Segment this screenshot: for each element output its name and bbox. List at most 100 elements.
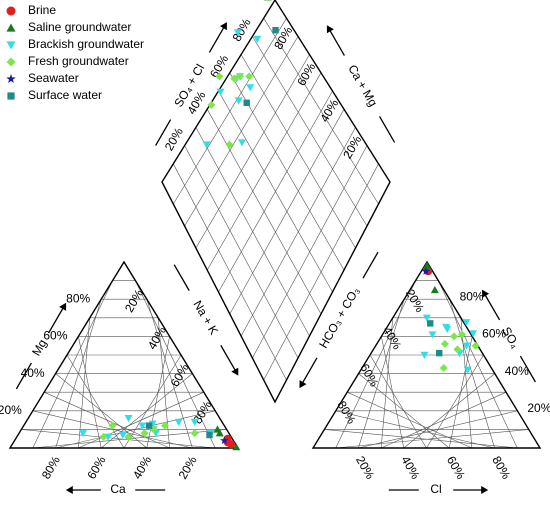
cl-tick-label: 40% xyxy=(398,454,422,482)
point-surface-water-anion xyxy=(436,349,443,357)
point-brackish-groundwater-cation xyxy=(78,429,87,438)
legend-marker-brackish-groundwater xyxy=(6,41,16,50)
point-brackish-groundwater-anion xyxy=(428,331,437,339)
mg-tick-label: 40% xyxy=(21,366,45,380)
point-fresh-groundwater-cation xyxy=(108,421,117,430)
point-fresh-groundwater-diamond xyxy=(215,72,224,81)
legend-label-brackish-groundwater: Brackish groundwater xyxy=(28,37,144,51)
ca-tick-label: 80% xyxy=(39,453,63,481)
point-brackish-groundwater-cation xyxy=(118,431,127,439)
cl-axis-title-arrow xyxy=(481,486,489,494)
legend-label-seawater: Seawater xyxy=(28,71,79,85)
grid-line xyxy=(358,373,450,449)
point-fresh-groundwater-diamond xyxy=(245,72,254,81)
series-fresh-groundwater xyxy=(99,72,480,441)
hco3-tick-label: 80% xyxy=(334,398,358,426)
grid-line xyxy=(218,90,333,293)
so4-tick-label: 60% xyxy=(482,327,506,341)
ca-axis-title: Ca xyxy=(65,482,166,496)
point-fresh-groundwater-anion xyxy=(471,341,480,350)
point-fresh-groundwater-cation xyxy=(140,429,149,438)
point-fresh-groundwater-anion xyxy=(453,345,462,354)
point-fresh-groundwater-diamond xyxy=(225,140,234,149)
point-brackish-groundwater-diamond xyxy=(216,88,225,96)
point-brackish-groundwater-cation xyxy=(148,420,157,428)
grid-line xyxy=(55,373,147,449)
mg-tick-label: 60% xyxy=(43,329,67,343)
ca-tick-label: 20% xyxy=(176,453,200,481)
point-brackish-groundwater-cation xyxy=(190,418,199,426)
series-brackish-groundwater xyxy=(78,29,478,441)
series-brine xyxy=(223,265,433,449)
mg-tick-label: 20% xyxy=(0,403,22,417)
so4-axis-title-line xyxy=(484,293,501,321)
legend: Brine Saline groundwater Brackish groundwa… xyxy=(6,3,144,102)
point-brackish-groundwater-cation xyxy=(138,422,147,430)
anion-triangle-grid xyxy=(311,260,542,449)
na-k-axis-title-line xyxy=(220,345,237,372)
series-saline-groundwater xyxy=(213,0,439,451)
so4-tick-label: 40% xyxy=(505,364,529,378)
series-seawater xyxy=(220,266,431,445)
hco3-axis-title-line xyxy=(362,251,379,279)
tick-labels: 80% 60% 40% 20% 20% 40% 60% 80% 80% 60% 40% 20% 20% 4… xyxy=(0,16,550,482)
point-brackish-groundwater-diamond xyxy=(233,29,242,37)
grid-line xyxy=(146,299,193,449)
legend-item-seawater: Seawater xyxy=(6,71,79,85)
diamond-grid xyxy=(161,0,391,404)
point-brackish-groundwater-anion xyxy=(463,366,472,374)
point-brackish-groundwater-cation xyxy=(124,415,133,423)
na-k-axis-title-text: Na + K xyxy=(190,298,221,337)
mg-axis-title-arrow xyxy=(59,302,67,311)
point-surface-water-diamond xyxy=(272,27,279,34)
na-k-tick-label: 60% xyxy=(168,361,192,389)
point-brackish-groundwater-anion xyxy=(442,323,451,332)
point-fresh-groundwater-cation xyxy=(99,432,108,441)
grid-line xyxy=(335,410,495,449)
legend-marker-saline-groundwater xyxy=(6,23,16,32)
point-surface-water-diamond xyxy=(243,99,250,106)
so4-cl-axis-title: SO₄ + Cl xyxy=(155,22,227,146)
point-fresh-groundwater-cation xyxy=(161,421,170,430)
ca-mg-axis-title-line xyxy=(328,29,345,56)
cl-axis-title-text: Cl xyxy=(430,482,441,496)
grid-line xyxy=(135,280,216,449)
grid-line xyxy=(448,336,473,449)
cation-triangle-grid xyxy=(8,260,240,449)
hco3-axis-title-arrow xyxy=(299,380,307,389)
legend-item-brine: Brine xyxy=(6,3,56,17)
point-fresh-groundwater-anion xyxy=(450,332,459,341)
anion-triangle-outline xyxy=(311,260,542,449)
data-points xyxy=(78,0,480,451)
so4-tick-label: 80% xyxy=(460,289,484,303)
grid-line xyxy=(123,354,182,449)
legend-marker-brine xyxy=(6,6,16,16)
point-saline-groundwater-anion xyxy=(430,285,439,294)
point-saline-groundwater-cation xyxy=(213,425,222,433)
hco3-axis-title-text: HCO₃ + CO₃ xyxy=(316,284,362,350)
ca-mg-axis-title-arrow xyxy=(326,25,334,34)
point-saline-groundwater-cation xyxy=(232,443,241,451)
grid-line xyxy=(263,18,379,205)
point-brackish-groundwater-diamond xyxy=(202,141,211,149)
point-brackish-groundwater-anion xyxy=(462,319,471,327)
legend-label-brine: Brine xyxy=(28,3,56,17)
point-fresh-groundwater-diamond xyxy=(207,101,216,109)
point-fresh-groundwater-anion xyxy=(457,330,466,339)
point-saline-groundwater-anion xyxy=(422,261,431,269)
so4-cl-axis-title-arrow xyxy=(219,22,227,31)
mg-axis-title-line xyxy=(48,306,65,334)
legend-label-saline-groundwater: Saline groundwater xyxy=(28,20,131,34)
point-surface-water-cation xyxy=(145,422,153,429)
point-fresh-groundwater-anion xyxy=(440,339,449,348)
point-brackish-groundwater-diamond xyxy=(234,97,243,105)
grid-layer xyxy=(8,0,542,449)
hco3-tick-label: 20% xyxy=(403,287,427,315)
point-fresh-groundwater-cation xyxy=(190,429,199,438)
cl-axis-title: Cl xyxy=(388,482,489,496)
ca-mg-tick-label: 60% xyxy=(294,60,318,88)
point-brackish-groundwater-anion xyxy=(422,314,431,322)
grid-line xyxy=(426,354,484,449)
point-brackish-groundwater-anion xyxy=(469,330,478,338)
grid-line xyxy=(252,36,368,227)
